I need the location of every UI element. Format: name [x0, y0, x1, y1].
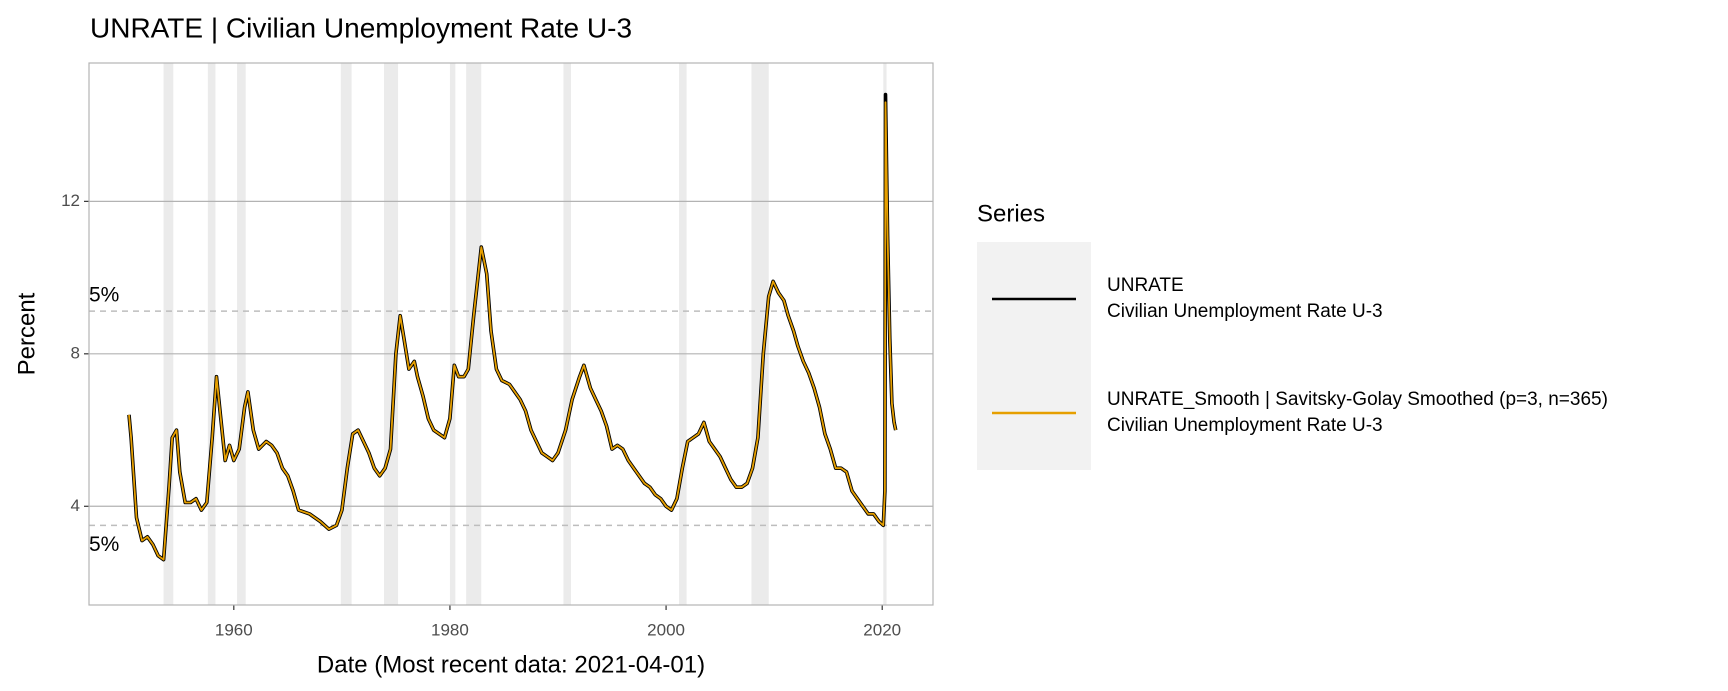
recession-band [384, 63, 399, 605]
legend-title: Series [977, 200, 1045, 227]
reference-label: 5% [89, 533, 119, 556]
recession-band [237, 63, 246, 605]
recession-band [207, 63, 216, 605]
y-axis-label: Percent [13, 292, 40, 375]
x-tick-label: 2000 [647, 620, 685, 639]
recession-band [563, 63, 571, 605]
legend-label: Civilian Unemployment Rate U-3 [1107, 415, 1383, 436]
panel-border [88, 62, 934, 606]
x-tick-label: 1980 [431, 620, 469, 639]
legend-label: UNRATE_Smooth | Savitsky-Golay Smoothed … [1107, 389, 1608, 410]
recession-band [751, 63, 769, 605]
recession-band [163, 63, 174, 605]
x-tick-label: 1960 [215, 620, 253, 639]
y-tick-label: 12 [61, 191, 80, 210]
recession-band [679, 63, 687, 605]
y-tick-label: 4 [71, 496, 80, 515]
legend-label: UNRATE [1107, 275, 1184, 296]
y-tick-label: 8 [71, 343, 80, 362]
legend-key-background [977, 242, 1091, 470]
recession-band [340, 63, 352, 605]
x-tick-label: 2020 [863, 620, 901, 639]
legend-label: Civilian Unemployment Rate U-3 [1107, 301, 1383, 322]
series-line [128, 101, 897, 561]
recession-band [466, 63, 482, 605]
chart-title: UNRATE | Civilian Unemployment Rate U-3 [90, 12, 632, 43]
x-axis-label: Date (Most recent data: 2021-04-01) [317, 651, 705, 678]
recession-band [449, 63, 456, 605]
reference-label: 5% [89, 284, 119, 307]
